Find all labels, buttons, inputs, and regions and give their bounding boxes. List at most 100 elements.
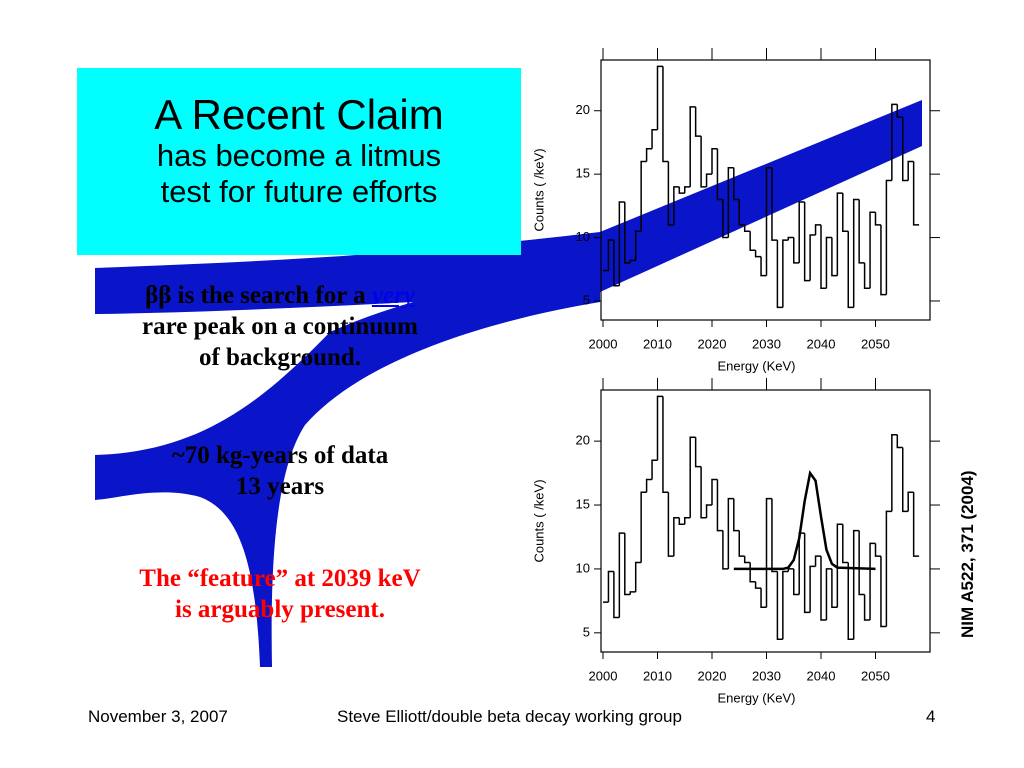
- title-box: A Recent Claim has become a litmus test …: [77, 68, 521, 255]
- footer-date: November 3, 2007: [88, 707, 228, 726]
- x-tick-label: 2000: [589, 336, 618, 351]
- histogram-bin: [754, 250, 762, 258]
- histogram-bin: [689, 436, 696, 518]
- y-tick-label: 10: [576, 560, 590, 575]
- histogram-bin: [836, 192, 843, 276]
- histogram-bin: [852, 198, 860, 308]
- histogram-bin: [814, 555, 821, 567]
- histogram-bin: [831, 568, 838, 609]
- x-axis-label: Energy (KeV): [717, 358, 795, 373]
- histogram-bin: [705, 504, 712, 518]
- histogram-bin: [634, 561, 642, 592]
- histogram-bin: [765, 167, 772, 276]
- histogram-bin: [765, 497, 772, 608]
- histogram-bin: [694, 437, 702, 468]
- histogram-bin: [874, 212, 881, 226]
- link[interactable]: very: [371, 282, 415, 309]
- title: A Recent Claim: [154, 91, 444, 138]
- histogram-bin: [656, 65, 663, 130]
- histogram-bin: [880, 556, 887, 628]
- histogram-bin: [896, 104, 903, 118]
- histogram-bin: [902, 117, 909, 182]
- histogram-bin: [738, 199, 745, 226]
- histogram-bin: [863, 594, 871, 621]
- histogram-bin: [842, 193, 849, 232]
- histogram-bin: [722, 530, 729, 570]
- histogram-bin: [684, 517, 691, 525]
- histogram-bin: [891, 103, 898, 181]
- plot-frame: [600, 389, 931, 653]
- histogram-bin: [912, 161, 920, 226]
- histogram-bin: [624, 533, 631, 596]
- histogram-bin: [863, 262, 871, 290]
- histogram-bin: [733, 167, 740, 201]
- histogram-bin: [798, 201, 805, 263]
- histogram-bin: [705, 173, 712, 187]
- histogram-bin: [673, 186, 680, 225]
- text: rare peak on a continuum: [142, 313, 418, 340]
- histogram-bin: [711, 478, 718, 506]
- histogram-bin: [743, 224, 751, 232]
- page-number: 4: [926, 707, 936, 726]
- histogram-bin: [749, 562, 756, 583]
- histogram-bin: [613, 571, 620, 619]
- x-tick-label: 2030: [752, 336, 781, 351]
- y-tick-label: 15: [576, 496, 590, 511]
- histogram-bin: [902, 447, 909, 513]
- histogram-bin: [607, 239, 614, 271]
- histogram-bin: [869, 211, 876, 289]
- histogram-bin: [667, 492, 674, 557]
- y-tick-label: 5: [583, 292, 590, 307]
- histogram-bin: [782, 570, 789, 640]
- histogram-bin: [629, 591, 636, 595]
- histogram-bin: [771, 167, 778, 241]
- histogram-bin: [716, 479, 723, 532]
- histogram-bin: [651, 129, 658, 149]
- histogram-bin: [689, 106, 696, 187]
- histogram-bin: [760, 588, 767, 609]
- histogram-bin: [847, 231, 854, 309]
- y-tick-label: 20: [576, 433, 590, 448]
- histogram-bin: [673, 517, 680, 557]
- histogram-bin: [645, 478, 653, 493]
- x-tick-label: 2020: [698, 336, 727, 351]
- x-axis-label: Energy (KeV): [717, 690, 795, 705]
- histogram-bin: [891, 433, 898, 512]
- body-text: ββ is the search for a very rare peak on…: [60, 280, 500, 373]
- x-tick-label: 2000: [589, 668, 618, 683]
- fit-curve: [733, 469, 876, 571]
- x-tick-label: 2040: [807, 336, 836, 351]
- x-tick-label: 2020: [698, 668, 727, 683]
- y-tick-label: 10: [576, 229, 590, 244]
- histogram-bin: [749, 231, 756, 251]
- y-tick-label: 5: [583, 624, 590, 639]
- text: ~70 kg-years of data: [171, 442, 389, 469]
- histogram-bin: [754, 581, 762, 589]
- histogram-bin: [711, 148, 718, 175]
- histogram-bin: [722, 199, 729, 239]
- x-tick-label: 2030: [752, 668, 781, 683]
- histogram-bin: [733, 498, 740, 532]
- body-text: ~70 kg-years of data 13 years: [60, 440, 500, 502]
- text: ββ is the search for a: [145, 282, 372, 309]
- histogram-bin: [645, 148, 653, 162]
- text: is arguably present.: [175, 596, 385, 623]
- histogram-bin: [776, 240, 783, 309]
- histogram-bin: [907, 491, 914, 512]
- y-axis-label: Counts ( /keV): [531, 479, 546, 562]
- histogram-bin: [727, 167, 734, 238]
- histogram-bin: [607, 570, 614, 603]
- histogram-bin: [907, 160, 914, 181]
- histogram-bin: [858, 530, 865, 596]
- histogram-bin: [694, 106, 702, 137]
- histogram-bin: [640, 160, 647, 232]
- histogram-bin: [771, 498, 778, 573]
- histogram-bin: [842, 524, 849, 564]
- plot-frame: [600, 59, 931, 321]
- x-tick-label: 2010: [643, 668, 672, 683]
- histogram-bin: [678, 186, 685, 194]
- histogram-bin: [700, 466, 707, 519]
- histogram-bin: [667, 161, 674, 226]
